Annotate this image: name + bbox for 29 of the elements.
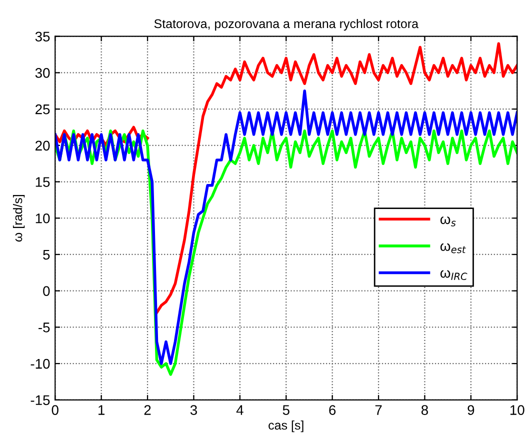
y-tick-label: 30 (35, 68, 50, 78)
y-axis-title: ω [rad/s] (12, 195, 25, 242)
chart-title: Statorova, pozorovana a merana rychlost rotora (154, 18, 418, 31)
y-tick-label: 20 (36, 140, 50, 151)
y-tick-label: 25 (36, 104, 50, 114)
x-tick-label: 4 (236, 405, 244, 415)
line-series (55, 89, 518, 365)
x-tick-label: 0 (52, 405, 58, 415)
x-tick-label: 9 (468, 405, 474, 415)
legend-label: ω$_{s}$ (440, 216, 456, 226)
y-tick-label: 35 (35, 32, 50, 42)
y-tick-label: -10 (30, 358, 50, 369)
y-tick-label: 0 (43, 286, 50, 296)
x-axis-title: cas [s] (268, 420, 304, 432)
x-tick-label: 6 (329, 405, 336, 415)
x-tick-label: 8 (421, 405, 428, 415)
x-tick-label: 7 (375, 405, 382, 415)
y-tick-label: -15 (30, 395, 50, 406)
x-tick-label: 3 (190, 405, 197, 415)
y-tick-label: 15 (36, 177, 50, 187)
y-tick-label: 10 (36, 213, 50, 224)
y-tick-label: 5 (43, 250, 50, 260)
legend-label: ω$_{est}$ (440, 243, 466, 254)
x-tick-label: 1 (98, 405, 105, 415)
x-tick-label: 2 (144, 405, 151, 415)
x-tick-label: 5 (282, 405, 290, 415)
legend-label: ω$_{IRC}$ (440, 270, 468, 280)
y-tick-label: -5 (38, 322, 50, 332)
x-tick-label: 10 (510, 405, 524, 415)
